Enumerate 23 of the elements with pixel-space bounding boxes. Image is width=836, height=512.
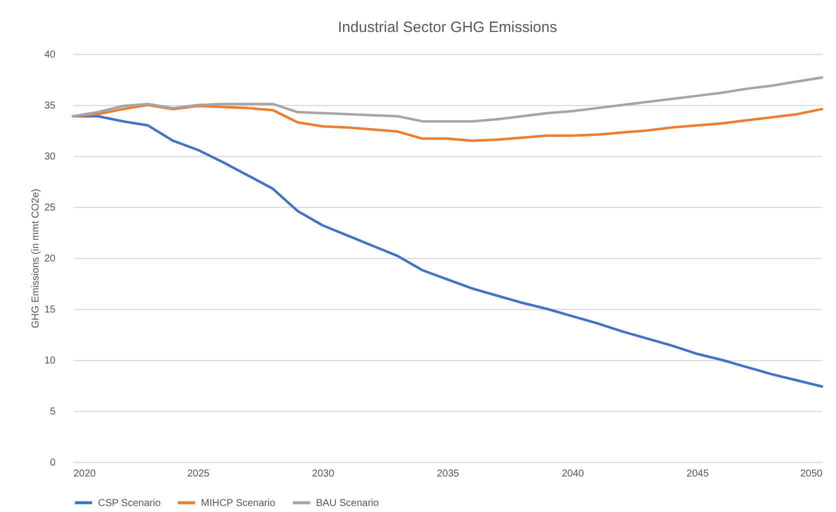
y-tick-label: 20 — [44, 254, 56, 264]
y-tick-label: 30 — [44, 152, 56, 162]
x-tick-label: 2020 — [74, 468, 96, 480]
legend-label: BAU Scenario — [316, 498, 380, 509]
line-series — [72, 104, 824, 142]
line-series — [72, 76, 824, 123]
y-tick-label: 35 — [44, 100, 56, 112]
x-tick-label: 2040 — [562, 468, 584, 480]
y-axis-title: GHG Emissions (in mmt CO2e) — [30, 188, 42, 328]
y-tick-label: 5 — [50, 406, 56, 418]
legend-label: MIHCP Scenario — [201, 498, 276, 509]
y-tick-label: 10 — [44, 356, 56, 366]
y-tick-label: 40 — [44, 50, 56, 60]
chart-title: Industrial Sector GHG Emissions — [338, 19, 558, 36]
x-tick-label: 2050 — [800, 468, 823, 480]
x-tick-label: 2030 — [312, 468, 335, 480]
y-tick-label: 0 — [50, 458, 56, 468]
y-tick-label: 15 — [44, 304, 56, 316]
legend-label: CSP Scenario — [98, 498, 162, 509]
x-tick-label: 2035 — [436, 468, 460, 480]
x-tick-label: 2045 — [686, 468, 710, 480]
x-tick-label: 2025 — [187, 468, 210, 480]
y-tick-label: 25 — [44, 202, 56, 214]
